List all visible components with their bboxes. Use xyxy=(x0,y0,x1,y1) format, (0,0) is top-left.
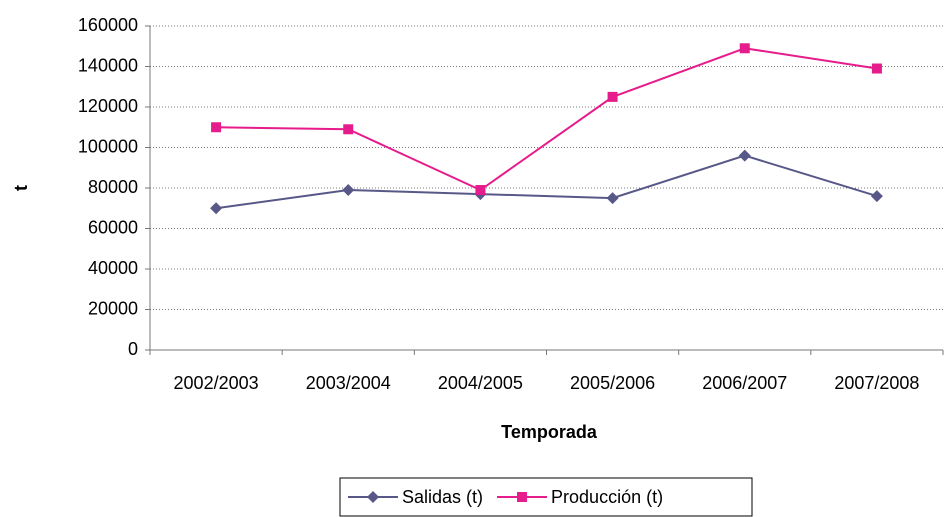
data-point xyxy=(738,149,751,162)
x-tick-label: 2004/2005 xyxy=(438,373,523,393)
y-tick-label: 0 xyxy=(128,339,138,359)
y-tick-label: 60000 xyxy=(88,217,138,237)
y-tick-label: 20000 xyxy=(88,298,138,318)
y-tick-label: 100000 xyxy=(78,136,138,156)
y-tick-label: 160000 xyxy=(78,15,138,35)
legend-marker xyxy=(517,492,528,502)
legend-label: Salidas (t) xyxy=(402,487,483,507)
data-point xyxy=(607,91,618,102)
y-tick-label: 120000 xyxy=(78,96,138,116)
x-tick-label: 2007/2008 xyxy=(834,373,919,393)
y-tick-label: 80000 xyxy=(88,177,138,197)
legend-marker xyxy=(367,491,379,503)
data-point xyxy=(343,124,354,135)
data-point xyxy=(870,190,883,203)
y-axis-label: t xyxy=(11,185,31,191)
data-point xyxy=(342,184,355,197)
x-tick-label: 2002/2003 xyxy=(174,373,259,393)
data-point xyxy=(211,122,222,133)
legend-label: Producción (t) xyxy=(551,487,663,507)
x-tick-label: 2003/2004 xyxy=(306,373,391,393)
x-tick-label: 2006/2007 xyxy=(702,373,787,393)
y-tick-label: 140000 xyxy=(78,55,138,75)
x-axis-label: Temporada xyxy=(501,422,598,442)
data-point xyxy=(871,63,882,74)
data-point xyxy=(210,202,223,215)
series-line xyxy=(216,47,878,192)
series-line xyxy=(215,154,878,210)
data-point xyxy=(606,192,619,205)
data-point xyxy=(739,43,750,54)
y-tick-label: 40000 xyxy=(88,258,138,278)
data-point xyxy=(475,185,486,196)
x-tick-label: 2005/2006 xyxy=(570,373,655,393)
